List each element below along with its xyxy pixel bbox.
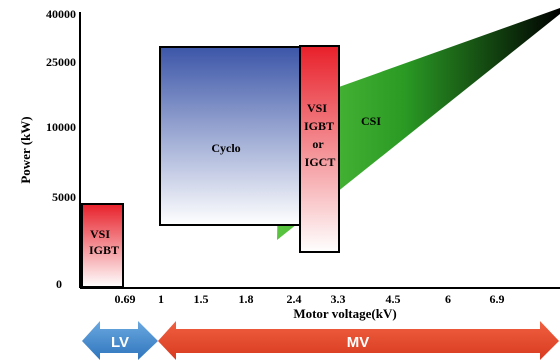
y-tick-label: 40000 [46, 7, 76, 21]
vsi-igbt-igct-label-line: IGBT [304, 119, 334, 133]
lv-range-arrow [82, 321, 158, 360]
vsi-igbt-igct-region [299, 45, 340, 253]
lv-range-label: LV [111, 334, 129, 351]
vsi-igbt-igct-label-line: or [312, 137, 324, 151]
y-tick-labels: 40000 25000 10000 5000 0 [46, 7, 76, 291]
x-tick-label: 6.9 [490, 292, 505, 306]
mv-range-arrow [158, 321, 559, 360]
y-tick-label: 0 [56, 277, 62, 291]
vsi-igbt-igct-label: VSI IGBT or IGCT [304, 101, 335, 169]
vsi-igbt-lv-label: VSI IGBT [89, 227, 119, 257]
x-tick-label: 2.4 [287, 292, 302, 306]
x-tick-label: 1 [158, 292, 164, 306]
csi-region [277, 8, 560, 240]
x-tick-label: 4.5 [386, 292, 401, 306]
x-axis-title: Motor voltage(kV) [293, 306, 396, 321]
x-tick-label: 1.8 [239, 292, 254, 306]
y-tick-label: 25000 [46, 55, 76, 69]
y-axis-title: Power (kW) [18, 116, 33, 183]
vsi-igbt-lv-label-line: VSI [90, 227, 110, 241]
vsi-igbt-igct-label-line: VSI [307, 101, 327, 115]
x-tick-labels: 0.69 1 1.5 1.8 2.4 3.3 4.5 6 6.9 [115, 292, 505, 306]
x-tick-label: 0.69 [115, 292, 136, 306]
vsi-igbt-lv-region [81, 203, 124, 288]
cyclo-label: Cyclo [211, 141, 240, 155]
x-tick-label: 1.5 [194, 292, 209, 306]
csi-label: CSI [361, 114, 381, 128]
y-tick-label: 5000 [52, 190, 76, 204]
vsi-igbt-lv-label-line: IGBT [89, 243, 119, 257]
vsi-igbt-igct-label-line: IGCT [305, 155, 336, 169]
mv-range-label: MV [347, 334, 370, 351]
x-tick-label: 6 [445, 292, 451, 306]
x-tick-label: 3.3 [331, 292, 346, 306]
y-tick-label: 10000 [46, 120, 76, 134]
cyclo-region [159, 46, 301, 226]
